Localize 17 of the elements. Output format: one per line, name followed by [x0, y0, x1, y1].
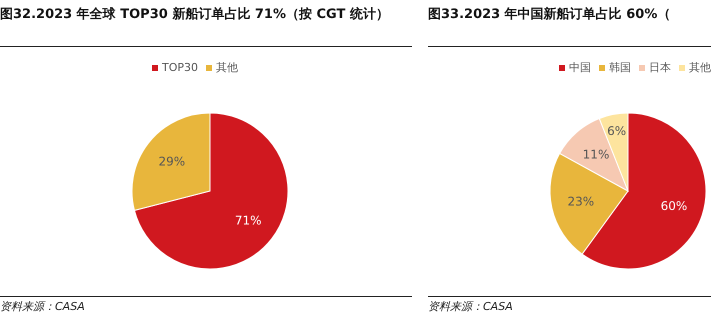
legend-label: 日本 [648, 60, 671, 75]
legend-label: TOP30 [160, 60, 198, 75]
chart-title: 图32.2023 年全球 TOP30 新船订单占比 71%（按 CGT 统计） [0, 6, 390, 24]
data-label: 71% [234, 214, 262, 228]
data-label: 29% [158, 154, 186, 168]
data-label: 23% [567, 194, 594, 209]
pie-slice [134, 112, 288, 270]
text: 资料来源：CASA [0, 299, 85, 314]
legend-label: 其他 [688, 60, 711, 75]
data-label: 6% [607, 124, 626, 138]
data-label: 11% [582, 148, 610, 162]
text: 资料来源：CASA [428, 299, 513, 314]
data-label: 60% [660, 198, 688, 213]
legend-label: 其他 [215, 60, 238, 75]
legend-label: 韩国 [608, 60, 631, 75]
chart-title: 图33.2023 年中国新船订单占比 60%（ [428, 6, 672, 24]
legend-label: 中国 [568, 60, 591, 75]
